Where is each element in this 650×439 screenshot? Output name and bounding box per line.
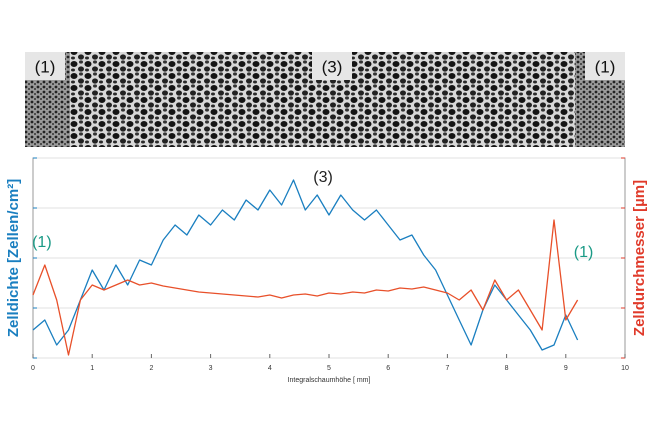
chart: Integralschaumhöhe [ mm] Zelldichte [Zel… (5, 157, 648, 384)
image-label: (1) (595, 57, 616, 76)
y2-axis-label: Zelldurchmesser [µm] (631, 180, 648, 336)
x-axis-label: Integralschaumhöhe [ mm] (288, 377, 371, 384)
image-label: (3) (322, 57, 343, 76)
annotation: (1) (574, 244, 594, 261)
x-tick-label: 1 (90, 365, 94, 372)
y-axis-label: Zelldichte [Zellen/cm²] (5, 179, 22, 337)
x-tick-label: 7 (445, 365, 449, 372)
x-tick-label: 6 (386, 365, 390, 372)
annotation: (3) (313, 169, 333, 186)
x-tick-label: 5 (327, 365, 331, 372)
x-tick-label: 0 (31, 365, 35, 372)
x-tick-label: 3 (209, 365, 213, 372)
line-series (32, 219, 579, 356)
image-label: (1) (35, 57, 56, 76)
x-tick-label: 9 (564, 365, 568, 372)
x-tick-label: 4 (268, 365, 272, 372)
x-tick-label: 8 (505, 365, 509, 372)
x-tick-label: 2 (149, 365, 153, 372)
annotation: (1) (32, 234, 52, 251)
x-tick-label: 10 (621, 365, 629, 372)
foam-image: (1) (3) (1) (25, 52, 625, 147)
